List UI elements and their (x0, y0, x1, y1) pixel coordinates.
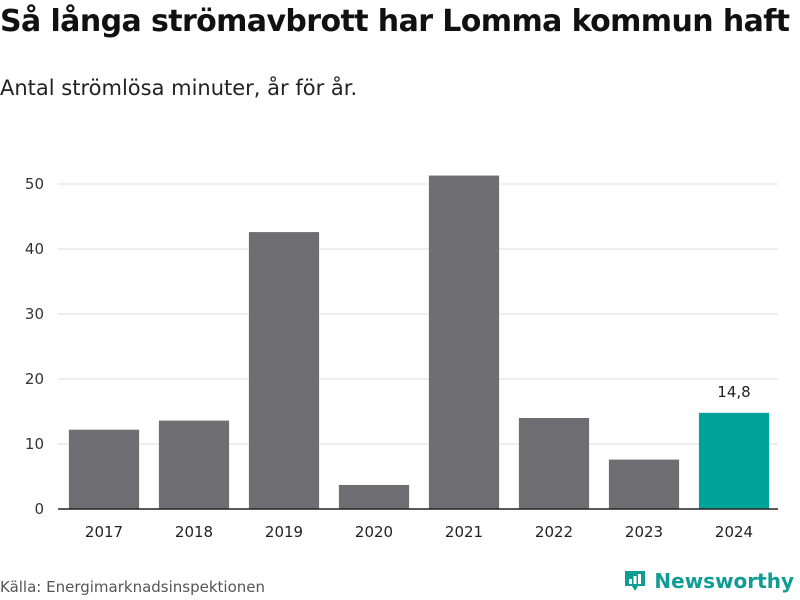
y-tick-label: 0 (34, 500, 44, 518)
x-tick-label: 2022 (535, 523, 573, 541)
brand-name: Newsworthy (654, 569, 794, 593)
x-tick-label: 2018 (175, 523, 213, 541)
y-tick-label: 30 (25, 305, 44, 323)
bar-chart: 0 10 20 30 40 50 2017 2018 2019 2020 2021 2022 2023 2… (25, 175, 778, 541)
bar-2022 (518, 418, 590, 509)
chart-subtitle: Antal strömlösa minuter, år för år. (0, 76, 358, 100)
bar-2021 (428, 175, 500, 510)
x-tick-label: 2021 (445, 523, 483, 541)
chart-title: Så långa strömavbrott har Lomma kommun h… (0, 4, 790, 39)
bar-2020 (338, 484, 410, 509)
x-tick-label: 2023 (625, 523, 663, 541)
bar-2019 (248, 232, 320, 509)
y-tick-label: 50 (25, 175, 44, 193)
bar-2018 (158, 420, 230, 509)
y-tick-label: 10 (25, 435, 44, 453)
source-note: Källa: Energimarknadsinspektionen (0, 578, 266, 596)
x-tick-label: 2024 (715, 523, 753, 541)
newsworthy-logo-icon (625, 571, 646, 591)
x-tick-label: 2019 (265, 523, 303, 541)
brand-logo: Newsworthy (622, 568, 794, 594)
bar-2024 (698, 412, 770, 509)
bar-2017 (68, 429, 140, 509)
x-tick-label: 2017 (85, 523, 123, 541)
y-tick-label: 20 (25, 370, 44, 388)
data-label-2024: 14,8 (717, 383, 750, 401)
bar-2023 (608, 459, 680, 509)
x-tick-label: 2020 (355, 523, 393, 541)
y-tick-label: 40 (25, 240, 44, 258)
